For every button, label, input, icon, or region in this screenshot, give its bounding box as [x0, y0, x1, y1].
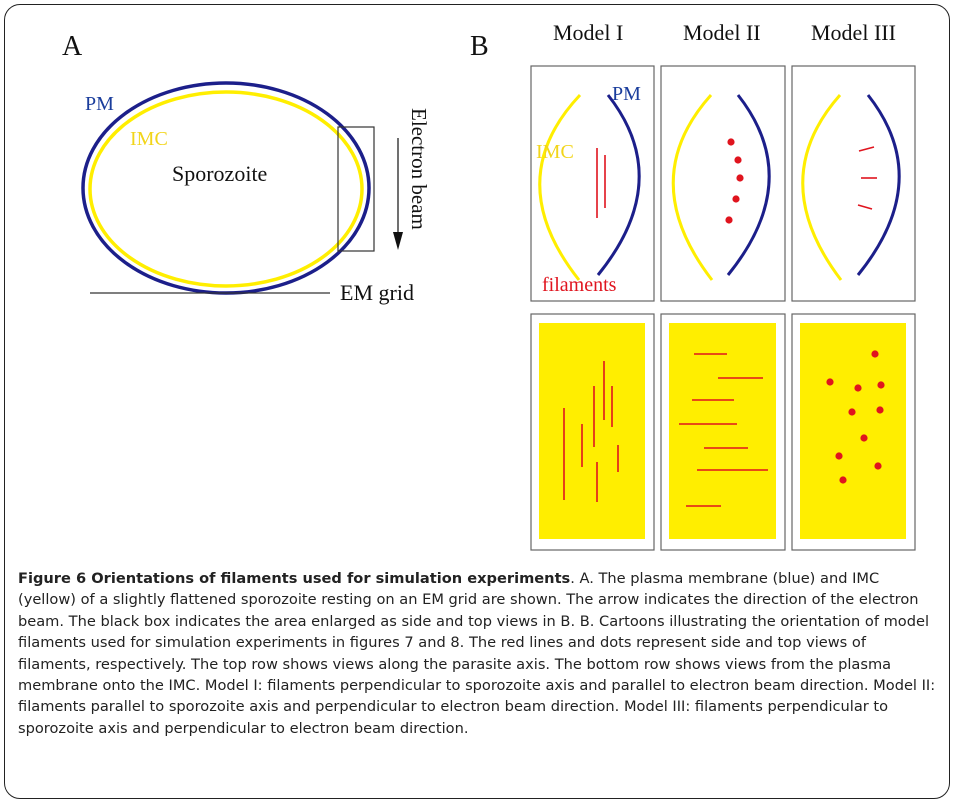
model-3-filament-dot — [835, 452, 843, 460]
model-3-filament-dot — [874, 462, 882, 470]
imc-label-b: IMC — [536, 141, 574, 163]
model-1-title: Model I — [553, 20, 623, 45]
model-3-filament-dot — [877, 381, 885, 389]
model-2-filament-dot — [736, 174, 744, 182]
caption-body: . A. The plasma membrane (blue) and IMC … — [18, 570, 936, 737]
filaments-label: filaments — [542, 274, 617, 296]
model-3-imc-curve — [801, 94, 843, 281]
model-2-title: Model II — [683, 20, 761, 45]
model-1-imc-curve — [538, 93, 582, 281]
model-2-filament-dot — [725, 216, 733, 224]
model-3-filament-dot — [839, 476, 847, 484]
model-1-side-view-box — [530, 65, 655, 302]
model-3-filament-dot — [860, 434, 868, 442]
model-1-top-view-box — [530, 313, 655, 551]
model-3-filament-side — [858, 146, 875, 152]
panel-a-label: A — [62, 31, 83, 62]
model-2-pm-curve — [726, 94, 771, 276]
enlarged-area-box — [337, 126, 375, 252]
model-2-filament-dot — [732, 195, 740, 203]
pm-label-b: PM — [612, 83, 641, 105]
plasma-membrane-outline — [81, 81, 371, 295]
model-3-filament-dot — [826, 378, 834, 386]
model-3-filament-dot — [871, 350, 879, 358]
model-3-filament-side — [857, 204, 873, 210]
model-3-title: Model III — [811, 20, 896, 45]
model-1-imc-surface — [539, 323, 645, 539]
model-3-filament-dot — [876, 406, 884, 414]
model-3-imc-surface — [800, 323, 906, 539]
pm-label-a: PM — [85, 93, 114, 115]
figure-6-graphic: A PM IMC Sporozoite EM grid Electron bea… — [62, 20, 916, 551]
caption-title: Figure 6 Orientations of filaments used … — [18, 570, 571, 587]
model-3-side-view-box — [791, 65, 916, 302]
model-2-filament-dot — [727, 138, 735, 146]
model-2-imc-curve — [671, 94, 714, 281]
figure-caption: Figure 6 Orientations of filaments used … — [18, 568, 940, 739]
electron-beam-label: Electron beam — [407, 108, 431, 230]
em-grid-label: EM grid — [340, 280, 414, 305]
model-2-top-view-box — [660, 313, 786, 551]
model-3-filament-dot — [848, 408, 856, 416]
imc-label-a: IMC — [130, 128, 168, 150]
model-3-top-view-box — [791, 313, 916, 551]
electron-beam-arrow-icon — [393, 232, 403, 250]
model-2-side-view-box — [660, 65, 786, 302]
model-3-filament-dot — [854, 384, 862, 392]
model-2-filament-dot — [734, 156, 742, 164]
imc-outline — [88, 90, 364, 288]
model-3-pm-curve — [856, 94, 901, 276]
sporozoite-label: Sporozoite — [172, 161, 267, 186]
model-2-imc-surface — [669, 323, 776, 539]
panel-b-label: B — [470, 31, 489, 62]
model-1-pm-curve — [596, 94, 641, 276]
